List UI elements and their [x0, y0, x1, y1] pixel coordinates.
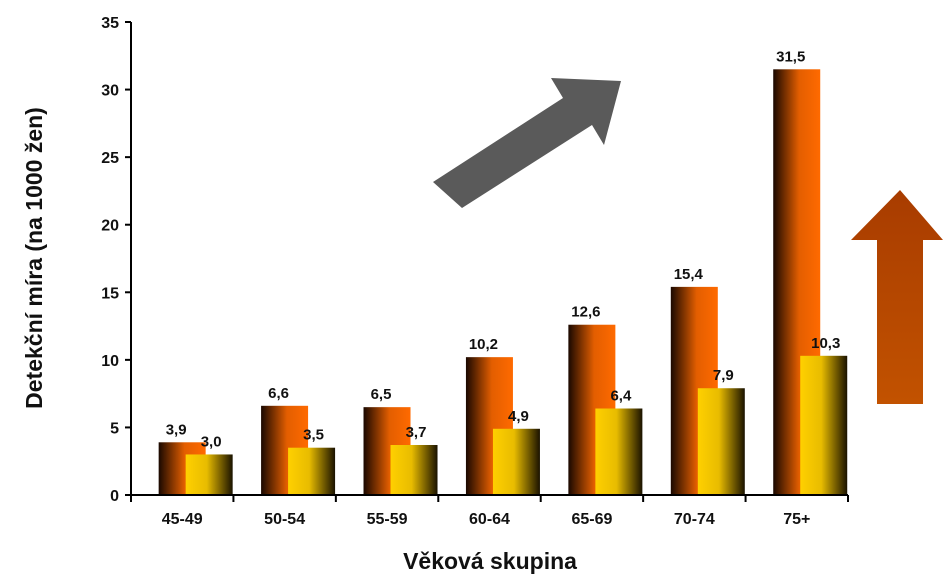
data-label-series-2: 6,4 [610, 388, 632, 405]
labels-layer: 3,9 6,6 6,5 10,2 12,6 15,4 31,5 3,0 3,5 3,7 4,9 6,4… [166, 48, 841, 450]
x-tick-label: 55-59 [367, 511, 408, 528]
data-label-series-2: 3,7 [406, 424, 427, 441]
data-label-series-2: 3,0 [201, 433, 222, 450]
data-label-series-2: 4,9 [508, 408, 529, 425]
y-tick-label: 5 [110, 420, 119, 437]
y-tick-label: 10 [101, 353, 119, 370]
bar-series-2 [288, 447, 336, 495]
data-label-series-2: 10,3 [811, 335, 840, 352]
y-tick-label: 25 [101, 150, 119, 167]
data-label-series-1: 12,6 [571, 304, 600, 321]
x-tick-label: 45-49 [162, 511, 203, 528]
data-label-series-1: 31,5 [776, 48, 805, 65]
diagonal-up-right-arrow-icon [433, 78, 621, 208]
y-tick-label: 0 [110, 488, 119, 505]
y-axis-title: Detekční míra (na 1000 žen) [21, 107, 47, 409]
data-label-series-1: 6,6 [268, 385, 289, 402]
bar-series-2 [390, 444, 438, 495]
up-arrow-icon [851, 190, 943, 404]
x-tick-label: 60-64 [469, 511, 510, 528]
x-tick-label: 65-69 [571, 511, 612, 528]
bar-series-2 [185, 454, 233, 495]
y-tick-label: 20 [101, 218, 119, 235]
data-label-series-1: 3,9 [166, 421, 187, 438]
x-tick-label: 75+ [783, 511, 810, 528]
bar-series-2 [595, 408, 643, 495]
bar-series-2 [800, 355, 848, 495]
bars-layer [158, 69, 848, 496]
data-label-series-1: 15,4 [674, 266, 704, 283]
data-label-series-1: 10,2 [469, 336, 498, 353]
axes-layer: 0 5 10 15 20 25 30 35 45-49 50-54 55-59 60-64 65-69 7… [101, 15, 849, 528]
data-label-series-2: 3,5 [303, 427, 324, 444]
y-tick-label: 35 [101, 15, 119, 32]
bar-series-2 [492, 428, 540, 495]
x-tick-label: 70-74 [674, 511, 715, 528]
y-tick-label: 15 [101, 285, 119, 302]
x-axis-title: Věková skupina [403, 548, 577, 574]
data-label-series-2: 7,9 [713, 367, 734, 384]
data-label-series-1: 6,5 [371, 386, 392, 403]
bar-series-2 [697, 388, 745, 495]
y-tick-label: 30 [101, 83, 119, 100]
x-tick-label: 50-54 [264, 511, 305, 528]
